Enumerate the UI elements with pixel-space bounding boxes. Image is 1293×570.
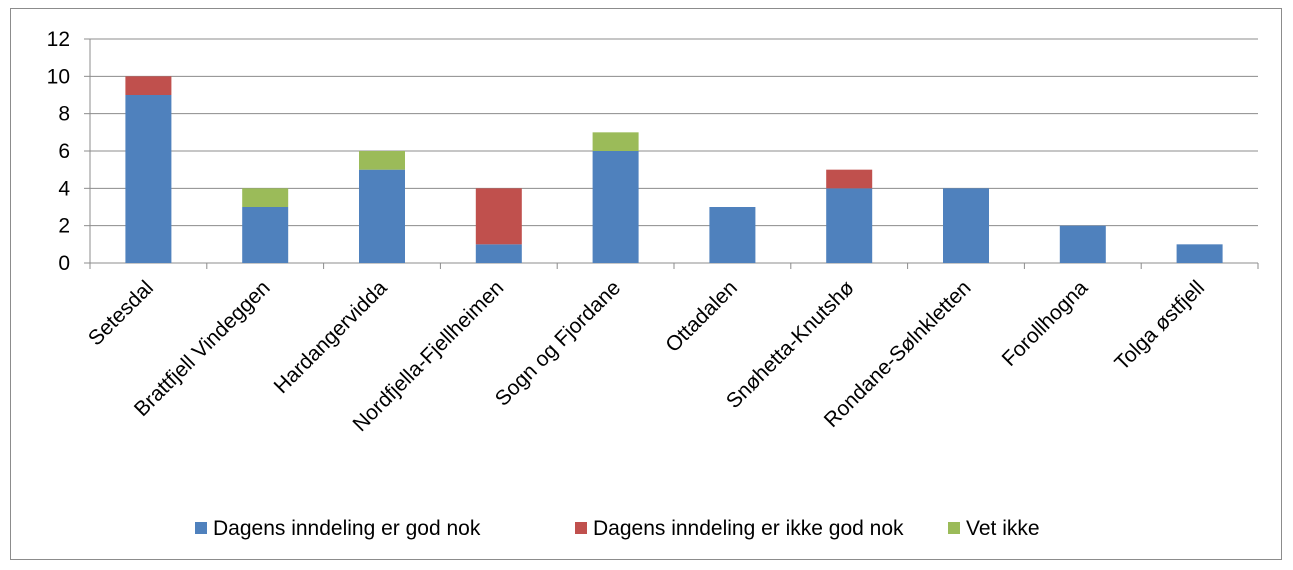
y-tick-label: 12 xyxy=(47,28,70,51)
x-category-label: Forollhogna xyxy=(998,276,1093,371)
x-category-label: Setesdal xyxy=(84,276,158,350)
bar-segment xyxy=(943,188,989,263)
y-tick-label: 6 xyxy=(58,140,70,163)
chart-frame xyxy=(10,8,1282,560)
y-tick-label: 0 xyxy=(58,252,70,275)
bar-segment xyxy=(709,207,756,263)
bars xyxy=(125,76,1223,263)
bar-segment xyxy=(125,95,172,263)
y-tick-label: 4 xyxy=(58,177,70,200)
x-category-label: Sogn og Fjordane xyxy=(491,276,625,410)
bar-segment xyxy=(359,169,405,263)
y-tick-label: 8 xyxy=(58,103,70,126)
legend: Dagens inndeling er god nok Dagens inndel… xyxy=(195,517,1040,540)
bar-segment xyxy=(475,188,522,245)
legend-swatch xyxy=(575,522,587,534)
x-category-label: Ottadalen xyxy=(661,276,742,357)
bar-segment xyxy=(475,244,522,263)
y-tick-label: 10 xyxy=(47,65,70,88)
y-tick-label: 2 xyxy=(58,215,70,238)
x-category-label: Snøhetta-Knutshø xyxy=(722,276,859,413)
bar-segment xyxy=(125,76,172,95)
legend-label: Vet ikke xyxy=(966,517,1040,540)
bar-segment xyxy=(359,151,405,170)
x-category-label: Tolga østfjell xyxy=(1110,276,1209,375)
legend-label: Dagens inndeling er ikke god nok xyxy=(593,517,904,540)
bar-segment xyxy=(242,207,289,263)
bar-segment xyxy=(242,188,289,207)
bar-segment xyxy=(1059,225,1106,263)
x-category-label: Hardangervidda xyxy=(270,276,392,398)
bar-segment xyxy=(1176,244,1223,263)
bar-segment xyxy=(592,151,639,263)
bar-segment xyxy=(592,132,639,151)
legend-label: Dagens inndeling er god nok xyxy=(213,517,481,540)
bar-segment xyxy=(826,169,873,189)
legend-swatch xyxy=(195,522,207,534)
bar-segment xyxy=(826,188,873,263)
legend-swatch xyxy=(948,522,960,534)
